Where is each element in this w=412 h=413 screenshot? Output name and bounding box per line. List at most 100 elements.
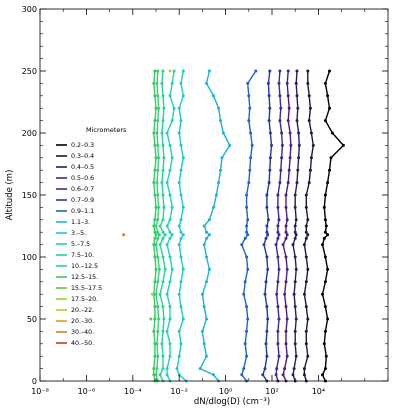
data-point xyxy=(284,280,288,284)
data-point xyxy=(277,218,281,222)
data-point xyxy=(177,181,181,185)
data-point xyxy=(165,373,169,377)
data-point xyxy=(179,305,183,309)
series-13 xyxy=(149,317,153,321)
data-point xyxy=(179,236,183,240)
data-point xyxy=(268,156,272,160)
data-point xyxy=(168,143,172,147)
legend-label: 20.–30. xyxy=(71,318,94,325)
data-point xyxy=(276,205,280,209)
data-point xyxy=(177,243,181,247)
data-point xyxy=(212,205,215,209)
data-point xyxy=(181,267,185,271)
data-point xyxy=(179,218,183,222)
legend: Micrometers 0.2–0.3 0.3–0.4 0.4–0.5 0.5–0.6… xyxy=(56,126,127,347)
legend-label: 0.5–0.6 xyxy=(71,175,94,182)
data-point xyxy=(323,255,327,259)
data-point xyxy=(268,131,272,135)
data-point xyxy=(161,230,165,234)
data-point xyxy=(153,236,157,240)
data-point xyxy=(275,367,279,371)
data-point xyxy=(280,143,284,147)
data-point xyxy=(285,81,289,85)
data-point xyxy=(245,354,249,358)
y-tick-label: 0 xyxy=(32,377,37,386)
data-point xyxy=(154,224,158,228)
data-point xyxy=(153,193,157,197)
data-point xyxy=(205,230,208,234)
data-point xyxy=(284,193,288,197)
data-point xyxy=(152,81,156,85)
data-point xyxy=(175,367,179,371)
data-point xyxy=(207,267,211,271)
data-point xyxy=(288,131,292,135)
data-point xyxy=(161,354,165,358)
data-point xyxy=(200,329,204,333)
data-point xyxy=(155,131,159,135)
data-point xyxy=(285,317,289,321)
data-point xyxy=(165,243,169,247)
data-point xyxy=(161,280,165,284)
data-point xyxy=(293,255,297,259)
data-point xyxy=(156,119,160,123)
data-point xyxy=(152,181,156,185)
data-point xyxy=(306,354,310,358)
data-point xyxy=(245,193,249,197)
data-point xyxy=(278,94,282,98)
data-point xyxy=(294,81,298,85)
data-point xyxy=(278,69,282,73)
data-point xyxy=(168,255,172,259)
data-point xyxy=(293,305,297,309)
data-point xyxy=(284,342,288,346)
data-point xyxy=(181,317,185,321)
data-point xyxy=(161,255,165,259)
data-point xyxy=(328,168,331,172)
data-point xyxy=(306,233,310,237)
data-point xyxy=(285,218,289,222)
data-point xyxy=(249,131,253,135)
data-point xyxy=(172,106,176,110)
data-point xyxy=(243,236,247,240)
data-point xyxy=(287,168,291,172)
data-point xyxy=(153,342,157,346)
data-point xyxy=(243,280,247,284)
data-point xyxy=(168,69,172,73)
data-point xyxy=(245,255,249,259)
data-point xyxy=(219,119,222,123)
data-point xyxy=(179,193,183,197)
data-point xyxy=(304,205,308,209)
data-point xyxy=(157,267,161,271)
data-point xyxy=(295,181,299,185)
data-point xyxy=(177,131,181,135)
data-point xyxy=(292,367,296,371)
data-point xyxy=(212,94,215,98)
data-point xyxy=(267,119,271,123)
data-point xyxy=(323,230,327,234)
data-point xyxy=(277,81,281,85)
data-point xyxy=(293,280,297,284)
data-point xyxy=(165,224,169,228)
data-point xyxy=(214,193,218,197)
data-point xyxy=(205,236,208,240)
data-point xyxy=(168,354,172,358)
data-point xyxy=(207,218,211,222)
data-point xyxy=(202,243,206,247)
data-point xyxy=(294,233,298,237)
data-point xyxy=(326,233,330,237)
data-point xyxy=(154,156,158,160)
series-4 xyxy=(274,69,284,383)
data-point xyxy=(179,230,183,234)
data-point xyxy=(177,354,181,358)
data-point xyxy=(245,205,249,209)
data-point xyxy=(157,317,161,321)
data-point xyxy=(309,156,313,160)
x-tick-label: 10⁻⁴ xyxy=(124,387,142,396)
legend-label: 0.3–0.4 xyxy=(71,153,94,160)
data-point xyxy=(265,354,269,358)
series-9 xyxy=(165,69,176,383)
data-point xyxy=(295,69,299,73)
data-point xyxy=(306,218,310,222)
data-point xyxy=(170,156,174,160)
